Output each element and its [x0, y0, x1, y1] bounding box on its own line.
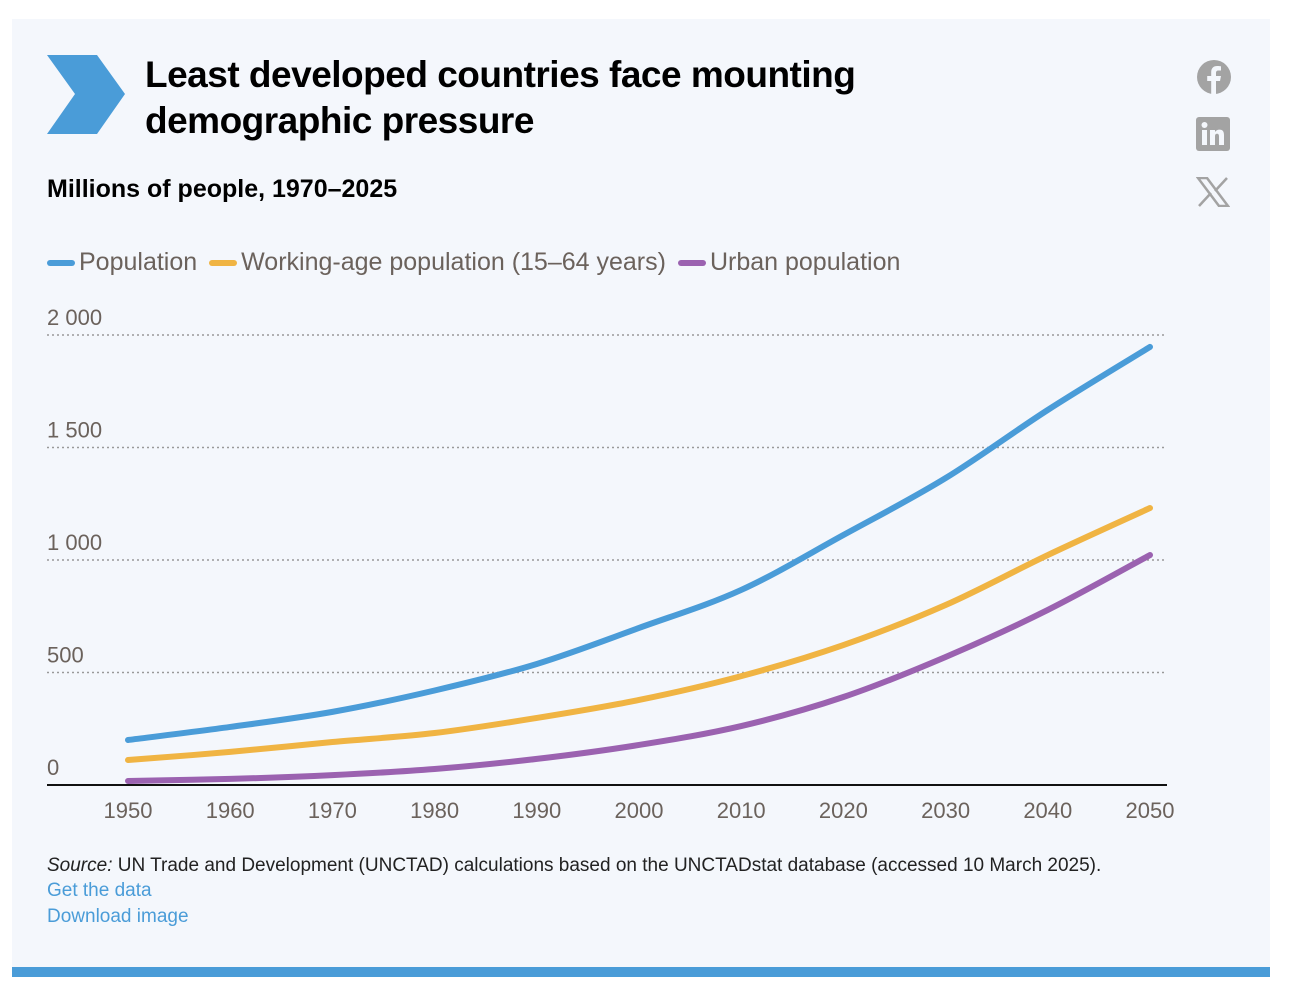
legend: Population Working-age population (15–64…: [47, 248, 900, 277]
legend-label: Urban population: [709, 248, 901, 276]
x-tick-label: 1990: [512, 798, 561, 823]
x-tick-label: 1970: [308, 798, 357, 823]
y-tick-label: 2 000: [47, 305, 102, 330]
chart-card: [12, 19, 1270, 969]
x-tick-label: 1980: [410, 798, 459, 823]
legend-item-urban[interactable]: Urban population: [677, 248, 901, 277]
x-icon[interactable]: [1196, 177, 1230, 207]
x-tick-label: 1950: [104, 798, 153, 823]
source-note: Source: UN Trade and Development (UNCTAD…: [47, 855, 1101, 877]
x-tick-label: 1960: [206, 798, 255, 823]
y-tick-label: 1 500: [47, 418, 102, 443]
y-tick-label: 500: [47, 643, 84, 668]
legend-swatch: [677, 259, 706, 266]
source-label: Source:: [47, 855, 113, 876]
chart-subtitle: Millions of people, 1970–2025: [47, 175, 398, 203]
series-line-population: [125, 343, 1153, 743]
legend-swatch: [209, 259, 238, 266]
x-tick-label: 2040: [1023, 798, 1072, 823]
legend-label: Population: [79, 248, 198, 276]
y-tick-label: 1 000: [47, 530, 102, 555]
legend-label: Working-age population (15–64 years): [241, 248, 666, 276]
source-text: UN Trade and Development (UNCTAD) calcul…: [112, 855, 1102, 876]
bottom-accent-bar: [12, 967, 1270, 977]
x-tick-label: 2020: [819, 798, 868, 823]
legend-item-working-age[interactable]: Working-age population (15–64 years): [209, 248, 666, 277]
get-data-link[interactable]: Get the data: [47, 880, 152, 901]
facebook-icon[interactable]: [1196, 59, 1232, 95]
download-image-link[interactable]: Download image: [47, 906, 189, 927]
series-line-working-age: [125, 505, 1153, 764]
series-line-urban: [125, 552, 1153, 784]
line-chart: 0 500 1 000 1 500 2 000 1950 1960 1970 1980 1990 2…: [47, 305, 1175, 823]
x-tick-label: 2010: [717, 798, 766, 823]
x-tick-label: 2050: [1126, 798, 1175, 823]
x-tick-label: 2030: [921, 798, 970, 823]
chart-title: Least developed countries face mounting …: [145, 54, 856, 141]
x-tick-label: 2000: [615, 798, 664, 823]
legend-item-population[interactable]: Population: [47, 248, 197, 277]
y-tick-label: 0: [47, 755, 59, 780]
chevron-logo-icon: [47, 55, 125, 134]
linkedin-icon[interactable]: [1196, 117, 1230, 151]
legend-swatch: [47, 259, 75, 266]
